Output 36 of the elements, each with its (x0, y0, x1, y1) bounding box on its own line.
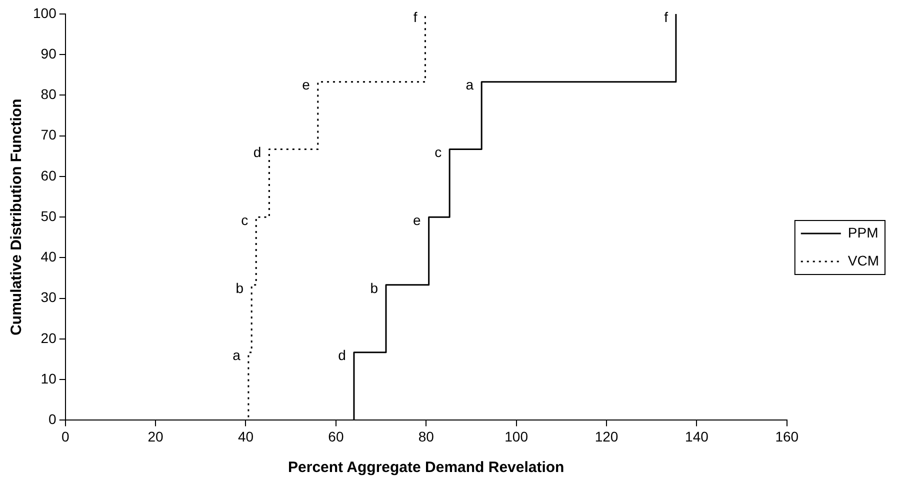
y-tick-label: 30 (40, 289, 57, 306)
x-tick-label: 20 (148, 428, 164, 444)
x-tick-label: 160 (775, 428, 799, 444)
x-tick-label: 140 (685, 428, 709, 444)
annotation: a (466, 76, 474, 93)
y-tick-label: 60 (40, 167, 57, 184)
annotation: d (253, 144, 262, 160)
annotation: e (302, 76, 310, 93)
annotation: c (241, 212, 248, 228)
y-tick-label: 100 (33, 4, 57, 21)
y-tick-label: 40 (40, 248, 57, 265)
annotation: c (434, 144, 442, 160)
x-tick-label: 120 (594, 428, 618, 444)
annotation: a (232, 347, 241, 364)
x-tick-label: 80 (418, 428, 434, 444)
y-tick-label: 10 (40, 370, 57, 386)
annotation: f (413, 8, 418, 25)
x-tick-label: 0 (61, 428, 70, 444)
y-tick-label: 90 (40, 45, 57, 62)
annotation: b (370, 280, 378, 296)
annotation: b (236, 280, 244, 296)
x-tick-label: 40 (238, 428, 254, 444)
annotation: f (664, 8, 668, 25)
annotation: e (413, 212, 422, 228)
y-tick-label: 80 (40, 86, 57, 102)
annotation: d (338, 347, 346, 364)
y-tick-label: 70 (40, 126, 57, 143)
y-tick-label: 20 (40, 330, 57, 346)
legend-label: PPM (848, 224, 878, 240)
x-axis-title: Percent Aggregate Demand Revelation (288, 459, 564, 476)
legend-label: VCM (848, 252, 880, 268)
y-tick-label: 50 (40, 208, 57, 224)
y-axis-title: Cumulative Distribution Function (8, 98, 26, 336)
x-tick-label: 60 (328, 428, 344, 444)
y-tick-label: 0 (48, 411, 57, 428)
x-tick-label: 100 (504, 428, 528, 444)
